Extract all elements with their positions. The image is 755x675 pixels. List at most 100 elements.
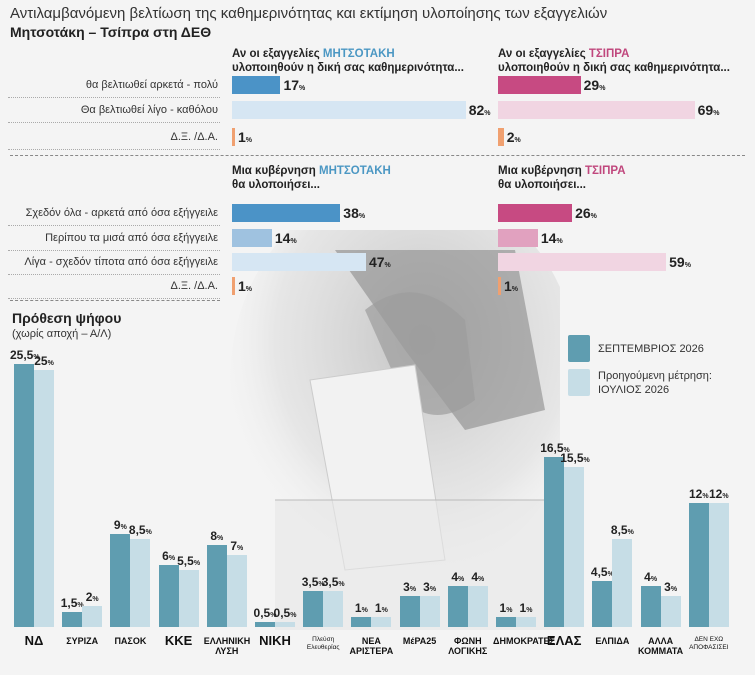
- row-divider: [8, 274, 220, 275]
- party-logo: ΣΥΡΙΖΑ: [66, 636, 99, 646]
- row-divider: [8, 225, 220, 226]
- hbar-tsipras: [498, 76, 581, 94]
- vote-value: 3,5%: [321, 574, 345, 589]
- hbar-tsipras: [498, 253, 667, 271]
- vote-value: 8%: [210, 528, 224, 543]
- vote-value: 0,5%: [273, 605, 297, 620]
- vote-title: Πρόθεση ψήφου: [12, 310, 122, 326]
- hbar-mitsotakis: [232, 204, 341, 222]
- party-logo: ΜέΡΑ25: [402, 636, 437, 646]
- vote-bar-jul: [371, 616, 392, 627]
- vote-value: 1,5%: [60, 595, 84, 610]
- vote-value: 12%: [709, 487, 729, 502]
- hbar-mitsotakis: [232, 229, 272, 247]
- vote-value: 1%: [499, 600, 513, 615]
- vote-value: 4%: [451, 569, 465, 584]
- party-logo: ΕΛΠΙΔΑ: [595, 636, 630, 646]
- category-label: Θα βελτιωθεί λίγο - καθόλου: [80, 104, 218, 116]
- vote-bar-sep: [206, 544, 227, 627]
- hbar-tsipras: [498, 229, 538, 247]
- category-label: Λίγα - σχεδόν τίποτα από όσα εξήγγειλε: [24, 256, 218, 268]
- vote-bar-jul: [467, 585, 488, 627]
- vote-bar-jul: [660, 596, 681, 627]
- vote-bar-sep: [14, 364, 34, 627]
- hbar-value: 26%: [575, 205, 597, 221]
- s2-right-question: Μια κυβέρνηση ΤΣΙΠΡΑ θα υλοποιήσει...: [498, 165, 626, 191]
- category-label: Περίπου τα μισά από όσα εξήγγειλε: [45, 232, 218, 244]
- hbar-value: 17%: [283, 77, 306, 93]
- row-divider: [8, 122, 220, 123]
- hbar-mitsotakis: [232, 128, 235, 146]
- vote-bar-sep: [110, 534, 131, 627]
- category-label: θα βελτιωθεί αρκετά - πολύ: [85, 79, 218, 91]
- vote-bar-sep: [447, 585, 468, 627]
- vote-bar-sep: [158, 565, 179, 627]
- vote-bar-sep: [255, 621, 275, 627]
- party-logo: ΚΚΕ: [164, 633, 193, 648]
- row-divider: [8, 250, 220, 251]
- hbar-tsipras: [498, 277, 501, 295]
- hbar-value: 47%: [368, 254, 391, 270]
- legend-label-sep: ΣΕΠΤΕΜΒΡΙΟΣ 2026: [598, 343, 704, 355]
- vote-value: 0,5%: [253, 605, 277, 620]
- vote-bar-jul: [34, 369, 54, 627]
- row-divider: [8, 97, 220, 98]
- vote-value: 6%: [162, 549, 176, 564]
- party-logo: ΔΕΝ ΕΧΩ ΑΠΟΦΑΣΙΣΕΙ: [689, 636, 729, 651]
- hbar-value: 38%: [343, 205, 366, 221]
- vote-value: 1%: [354, 600, 368, 615]
- hbar-value: 59%: [669, 254, 691, 270]
- vote-bar-jul: [419, 596, 440, 627]
- vote-bar-jul: [612, 539, 633, 627]
- vote-value: 12%: [689, 487, 709, 502]
- row-divider: [8, 149, 220, 150]
- vote-value: 1%: [374, 600, 388, 615]
- party-logo: ΕΛΛΗΝΙΚΗ ΛΥΣΗ: [203, 636, 251, 656]
- legend-swatch-jul: [568, 369, 590, 396]
- vote-value: 3%: [664, 580, 678, 595]
- vote-value: 4%: [471, 569, 485, 584]
- vote-value: 3,5%: [301, 574, 325, 589]
- vote-subtitle: (χωρίς αποχή – Α/Λ): [12, 328, 112, 340]
- party-logo: ΝΙΚΗ: [259, 633, 291, 648]
- party-logo: ΕΛΑΣ: [546, 633, 582, 648]
- vote-value: 9%: [113, 518, 127, 533]
- party-logo: ΝΕΑ ΑΡΙΣΤΕΡΑ: [349, 636, 394, 656]
- vote-bar-sep: [640, 585, 661, 627]
- vote-value: 8,5%: [610, 523, 634, 538]
- category-label: Δ.Ξ. /Δ.Α.: [170, 131, 218, 143]
- hbar-mitsotakis: [232, 101, 466, 119]
- row-divider: [8, 298, 220, 299]
- hbar-value: 69%: [697, 102, 720, 118]
- vote-value: 5,5%: [177, 554, 201, 569]
- s1-left-question: Αν οι εξαγγελίες ΜΗΤΣΟΤΑΚΗ υλοποιηθούν η…: [232, 48, 464, 74]
- hbar-value: 2%: [506, 129, 521, 145]
- section-divider: [10, 155, 745, 156]
- party-logo: ΦΩΝΗ ΛΟΓΙΚΗΣ: [448, 636, 488, 656]
- hbar-tsipras: [498, 204, 573, 222]
- vote-value: 4%: [644, 569, 658, 584]
- s2-left-question: Μια κυβέρνηση ΜΗΤΣΟΤΑΚΗ θα υλοποιήσει...: [232, 165, 391, 191]
- vote-value: 7%: [230, 538, 244, 553]
- hbar-value: 14%: [540, 230, 563, 246]
- hbar-value: 29%: [583, 77, 606, 93]
- vote-bar-jul: [708, 503, 729, 627]
- party-logo: ΑΛΛΑ ΚΟΜΜΑΤΑ: [638, 636, 684, 656]
- hbar-value: 82%: [468, 102, 491, 118]
- vote-value: 1%: [519, 600, 533, 615]
- vote-bar-jul: [82, 606, 103, 627]
- vote-value: 4,5%: [590, 564, 614, 579]
- hbar-value: 1%: [238, 278, 253, 294]
- legend-swatch-sep: [568, 335, 590, 362]
- page-subtitle: Μητσοτάκη – Τσίπρα στη ΔΕΘ: [10, 24, 212, 40]
- vote-value: 3%: [423, 580, 437, 595]
- vote-bar-sep: [592, 580, 613, 627]
- vote-bar-jul: [226, 554, 247, 627]
- vote-bar-jul: [323, 590, 344, 627]
- hbar-mitsotakis: [232, 76, 281, 94]
- vote-bar-sep: [351, 616, 372, 627]
- vote-bar-jul: [130, 539, 151, 627]
- hbar-value: 1%: [504, 278, 519, 294]
- vote-bar-jul: [516, 616, 536, 627]
